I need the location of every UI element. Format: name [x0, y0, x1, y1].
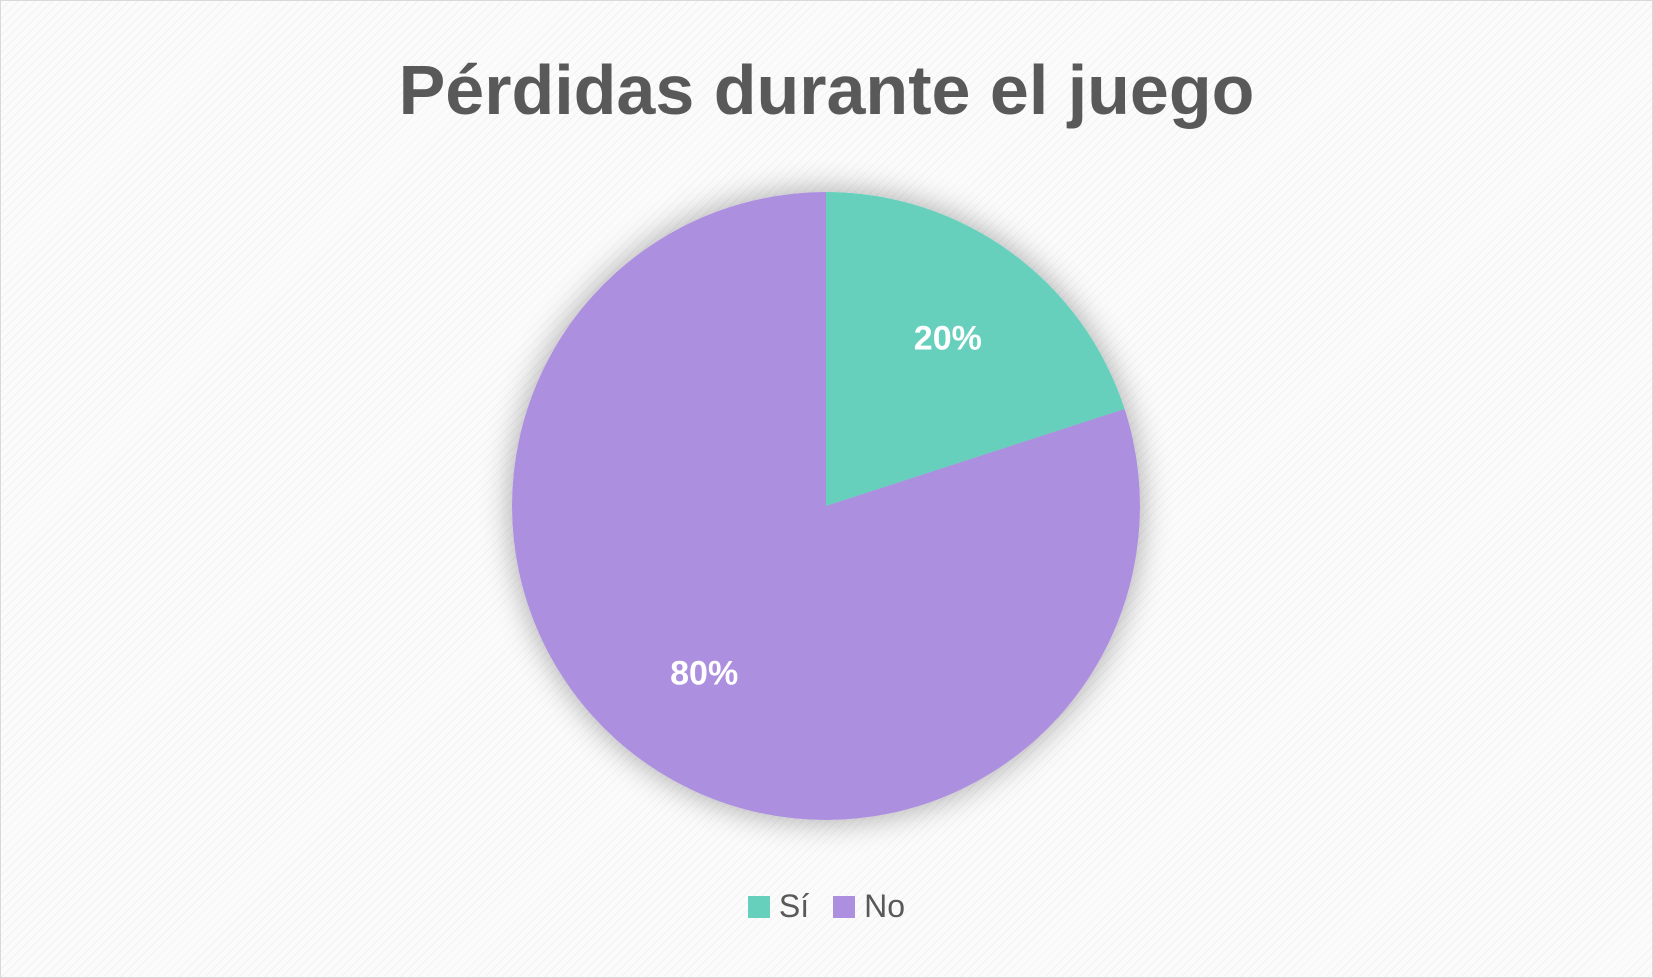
legend-item-no[interactable]: No — [833, 888, 905, 925]
chart-title: Pérdidas durante el juego — [398, 51, 1255, 129]
data-label-si: 20% — [914, 319, 982, 357]
legend-swatch-no — [833, 895, 856, 918]
pie-slice-si[interactable] — [826, 192, 1125, 506]
data-label-no: 80% — [670, 655, 738, 693]
legend-label-no: No — [864, 888, 906, 924]
legend-swatch-si — [747, 895, 770, 918]
pie-slice-no[interactable] — [512, 192, 1140, 820]
legend-item-si[interactable]: Sí — [747, 888, 810, 925]
legend: Sí No — [0, 888, 1653, 925]
legend-label-si: Sí — [778, 888, 810, 924]
